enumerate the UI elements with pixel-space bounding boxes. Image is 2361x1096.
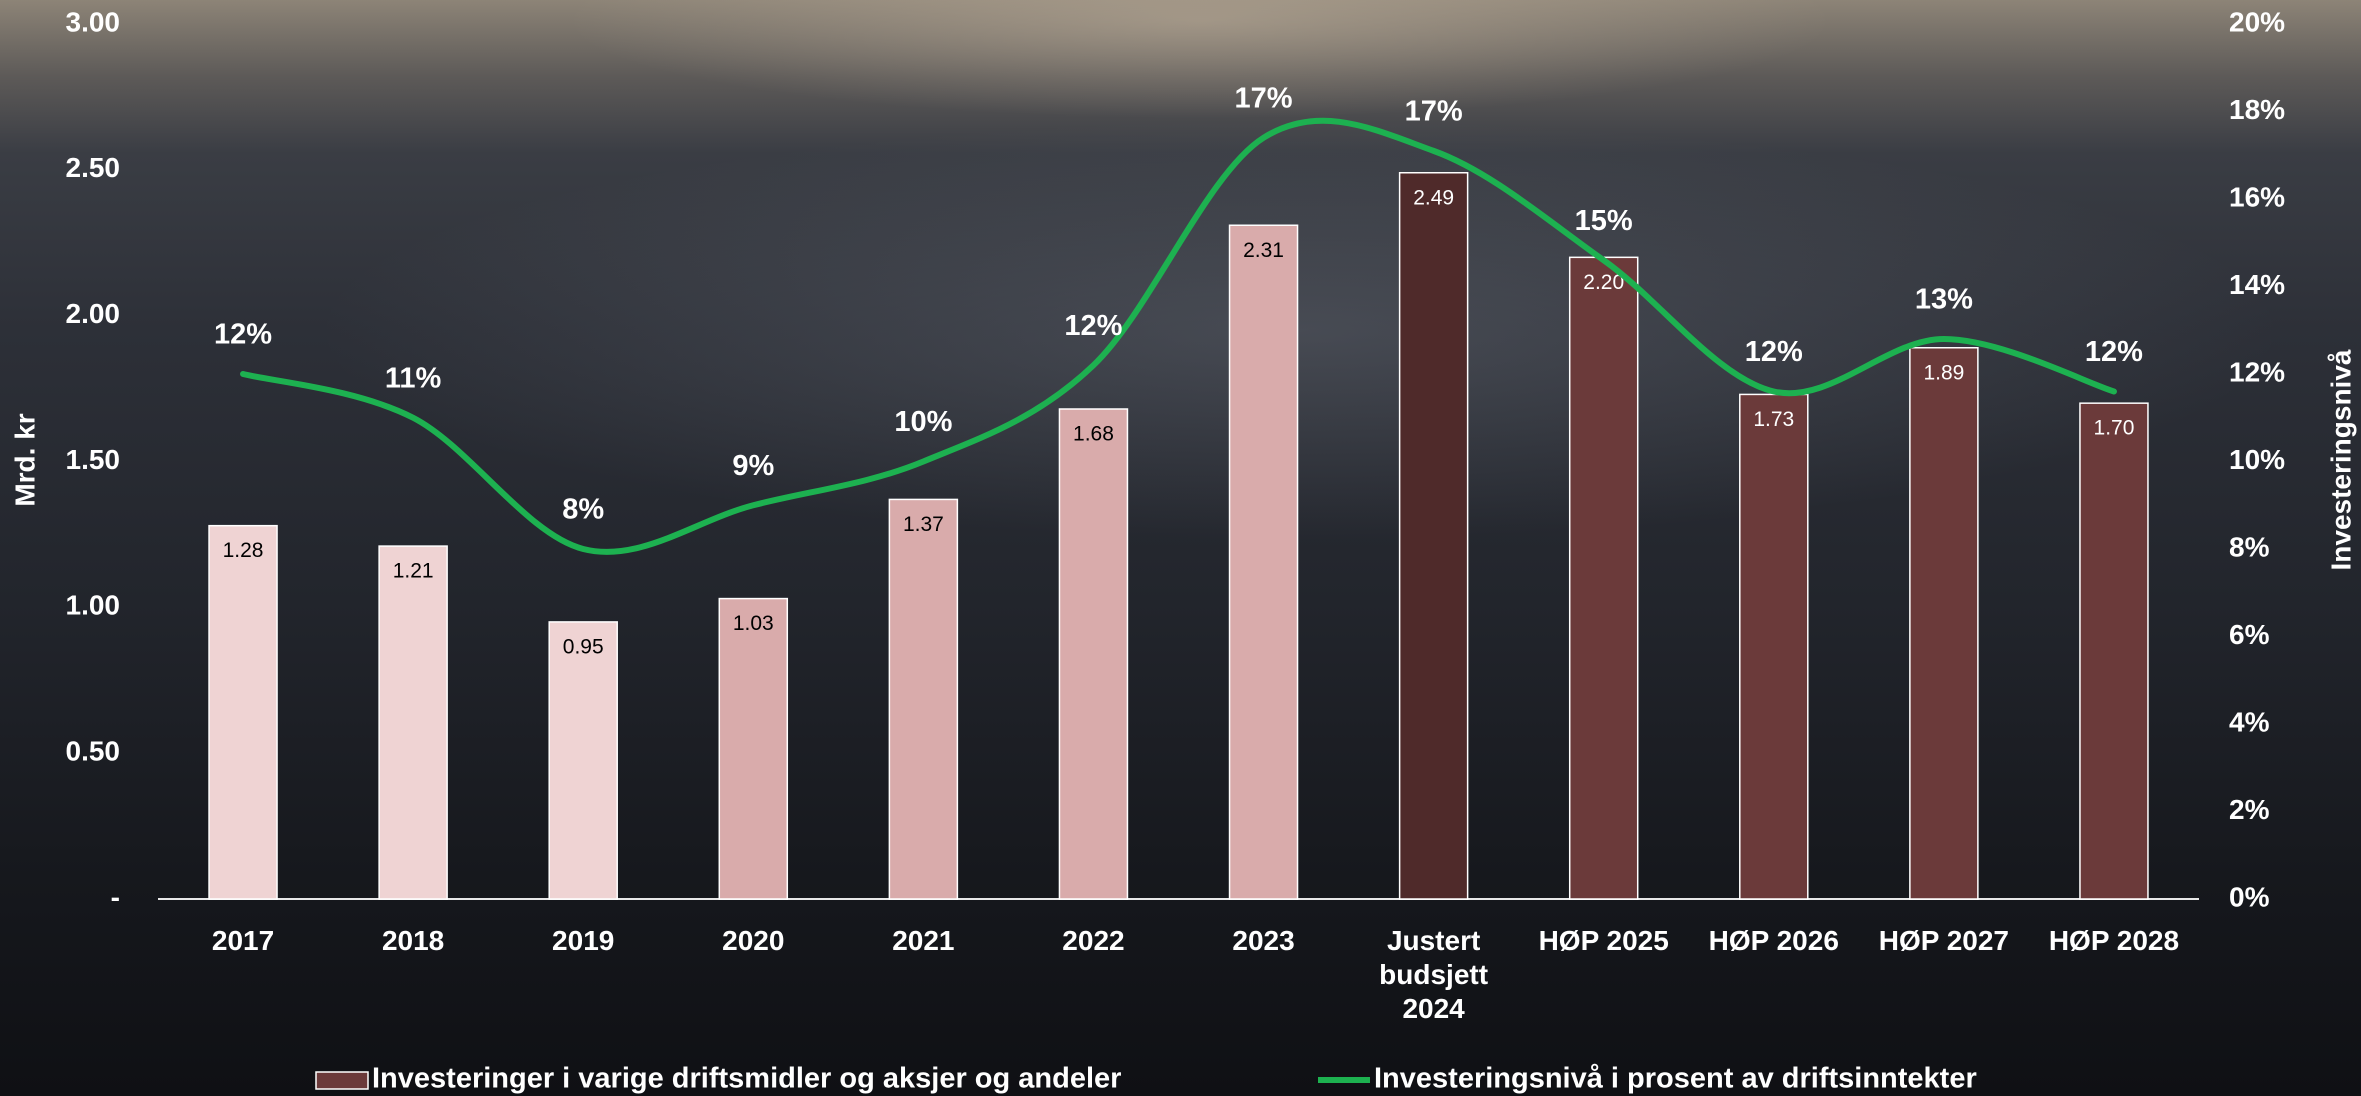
x-tick-label: HØP 2025	[1538, 925, 1669, 956]
bar	[208, 524, 278, 900]
bar-value-label: 1.21	[393, 560, 434, 583]
y-tick-label: 2.50	[66, 152, 121, 183]
y-axis-title: Mrd. kr	[9, 413, 40, 506]
line-value-label: 17%	[1405, 96, 1463, 128]
bar-value-label: 1.28	[223, 539, 264, 562]
y-tick-label: 2.00	[66, 298, 121, 329]
y2-tick-label: 16%	[2229, 181, 2285, 212]
y2-tick-label: 8%	[2229, 531, 2270, 562]
bar	[2079, 402, 2149, 900]
bar-value-label: 1.73	[1753, 408, 1794, 431]
bar-value-label: 0.95	[563, 635, 604, 658]
y2-tick-label: 18%	[2229, 94, 2285, 125]
x-tick-label: HØP 2027	[1878, 925, 2009, 956]
bar-value-label: 1.03	[733, 612, 774, 635]
bar	[1909, 347, 1979, 900]
bar	[1739, 393, 1809, 900]
x-tick-label: 2022	[1062, 925, 1125, 956]
x-tick-label: 2023	[1232, 925, 1295, 956]
line-value-label: 13%	[1915, 284, 1973, 316]
bar	[718, 597, 789, 900]
y2-tick-label: 0%	[2229, 881, 2270, 912]
x-tick-label: 2019	[552, 925, 615, 956]
y-tick-label: 1.00	[66, 590, 121, 621]
y-tick-label: 3.00	[66, 6, 121, 37]
bar-value-label: 1.68	[1073, 423, 1114, 446]
line-value-label: 8%	[562, 494, 604, 526]
bar	[1228, 224, 1299, 900]
y2-tick-label: 12%	[2229, 356, 2285, 387]
x-tick-label: 2021	[892, 925, 955, 956]
bar-value-label: 2.20	[1583, 271, 1624, 294]
y2-tick-label: 4%	[2229, 706, 2270, 737]
bar	[888, 498, 959, 900]
x-tick-label: HØP 2026	[1708, 925, 1839, 956]
bar	[1058, 408, 1129, 900]
legend-swatch	[315, 1071, 369, 1090]
y-tick-label: 0.50	[66, 736, 121, 767]
x-tick-label: 2017	[211, 925, 275, 956]
bar-value-label: 2.31	[1243, 239, 1284, 262]
y-tick-label: 1.50	[66, 444, 121, 475]
x-tick-label: 2018	[381, 925, 445, 956]
bar	[1568, 256, 1639, 900]
y-tick-label: -	[111, 881, 120, 912]
y2-tick-label: 6%	[2229, 619, 2270, 650]
legend-label: Investeringer i varige driftsmidler og a…	[372, 1063, 1121, 1095]
bar-value-label: 1.70	[2094, 417, 2135, 440]
bar	[548, 621, 618, 900]
y2-tick-label: 14%	[2229, 269, 2285, 300]
line-value-label: 10%	[894, 406, 952, 438]
x-tick-label: 2020	[722, 925, 785, 956]
x-tick-label: Justert budsjett 2024	[1379, 925, 1489, 1024]
bar	[1398, 172, 1469, 900]
bar-value-label: 1.89	[1923, 361, 1964, 384]
line	[240, 117, 2117, 555]
y2-axis-title: Investeringsnivå	[2325, 349, 2356, 570]
line-value-label: 12%	[1064, 310, 1122, 342]
line-value-label: 9%	[732, 450, 774, 482]
y2-tick-label: 2%	[2229, 794, 2270, 825]
line-value-label: 12%	[214, 319, 272, 351]
legend-label: Investeringsnivå i prosent av driftsinnt…	[1374, 1063, 1977, 1095]
bar-value-label: 1.37	[903, 513, 944, 536]
y2-tick-label: 20%	[2229, 6, 2285, 37]
line-value-label: 12%	[2085, 336, 2143, 368]
y2-tick-label: 10%	[2229, 444, 2285, 475]
bar	[378, 545, 448, 900]
line-value-label: 17%	[1235, 82, 1293, 114]
bar-value-label: 2.49	[1413, 186, 1454, 209]
line-value-label: 11%	[385, 362, 442, 394]
line-value-label: 15%	[1575, 205, 1633, 237]
line-value-label: 12%	[1745, 336, 1803, 368]
x-tick-label: HØP 2028	[2048, 925, 2180, 956]
